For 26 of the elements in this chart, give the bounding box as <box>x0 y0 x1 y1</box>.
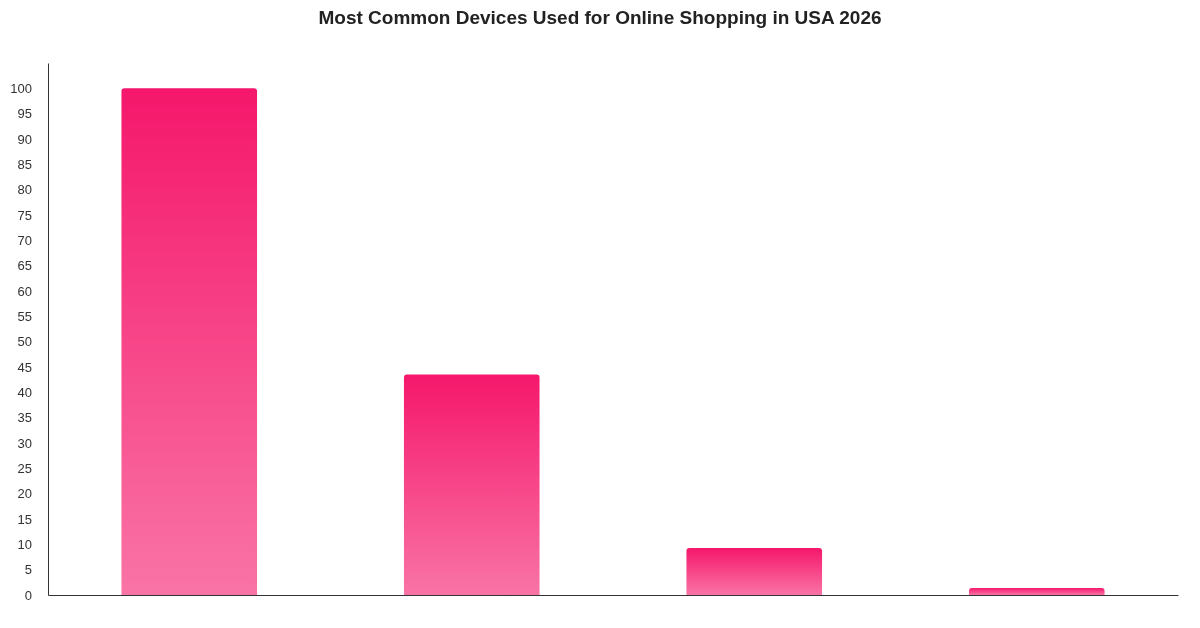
y-tick-label: 20 <box>17 486 32 502</box>
y-tick-label: 25 <box>17 460 32 476</box>
y-tick-label: 40 <box>17 384 32 400</box>
y-tick-label: 30 <box>17 435 32 451</box>
bar <box>121 88 258 595</box>
y-tick-label: 50 <box>17 334 32 350</box>
y-tick-label: 100 <box>10 80 32 96</box>
y-tick-label: 75 <box>17 207 32 223</box>
y-tick-label: 95 <box>17 106 32 122</box>
y-tick-label: 10 <box>17 536 32 552</box>
y-tick-label: 60 <box>17 283 32 299</box>
y-tick-label: 5 <box>24 562 32 578</box>
bar <box>403 374 540 595</box>
y-tick-label: 45 <box>17 359 32 375</box>
y-tick-label: 0 <box>24 587 32 603</box>
bar <box>968 587 1105 595</box>
y-tick-label: 35 <box>17 410 32 426</box>
chart-title: Most Common Devices Used for Online Shopping in USA 2026 <box>318 7 882 28</box>
bar <box>686 547 823 595</box>
y-tick-label: 90 <box>17 131 32 147</box>
y-tick-label: 80 <box>17 182 32 198</box>
y-tick-label: 70 <box>17 232 32 248</box>
y-tick-label: 55 <box>17 308 32 324</box>
y-tick-label: 65 <box>17 258 32 274</box>
y-tick-label: 15 <box>17 511 32 527</box>
y-tick-label: 85 <box>17 156 32 172</box>
